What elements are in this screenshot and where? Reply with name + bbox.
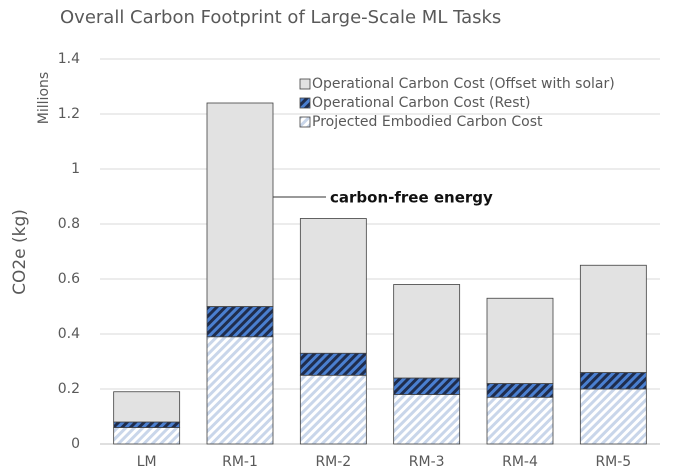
x-tick-label: RM-1 — [222, 454, 258, 470]
bar-segment — [579, 388, 647, 445]
legend-swatch — [299, 97, 311, 109]
legend-swatch — [299, 116, 311, 128]
y-tick-label: 1 — [71, 161, 80, 177]
x-tick-label: RM-5 — [595, 454, 631, 470]
y-tick-label: 1.2 — [58, 106, 80, 122]
bar-segment — [393, 377, 461, 395]
bar-segment — [299, 352, 367, 376]
x-tick-label: RM-3 — [409, 454, 445, 470]
y-tick-label: 0.8 — [58, 216, 80, 232]
legend-label: Projected Embodied Carbon Cost — [312, 114, 543, 130]
bar-segment — [579, 264, 647, 373]
bar-segment — [299, 374, 367, 445]
bar-segment — [113, 421, 181, 428]
bar-segment — [113, 427, 181, 445]
y-tick-label: 1.4 — [58, 51, 80, 67]
x-tick-label: LM — [137, 454, 157, 470]
bar-segment — [486, 297, 554, 384]
y-tick-label: 0.4 — [58, 326, 80, 342]
legend-swatch — [299, 78, 311, 90]
bar-segment — [113, 391, 181, 423]
y-unit: Millions — [36, 72, 52, 124]
bar-segment — [299, 218, 367, 354]
legend-label: Operational Carbon Cost (Offset with sol… — [312, 76, 615, 92]
y-tick-label: 0.6 — [58, 271, 80, 287]
y-tick-label: 0 — [71, 436, 80, 452]
bar-segment — [393, 284, 461, 379]
x-tick-label: RM-4 — [502, 454, 538, 470]
x-tick-label: RM-2 — [315, 454, 351, 470]
bar-segment — [579, 372, 647, 390]
bar-segment — [486, 396, 554, 445]
y-tick-label: 0.2 — [58, 381, 80, 397]
annotation: carbon-free energy — [330, 189, 493, 207]
chart-title: Overall Carbon Footprint of Large-Scale … — [60, 7, 501, 28]
legend-label: Operational Carbon Cost (Rest) — [312, 95, 530, 111]
bar-segment — [206, 306, 274, 338]
bar-segment — [486, 383, 554, 398]
bar-segment — [206, 102, 274, 307]
bar-segment — [206, 336, 274, 445]
bar-segment — [393, 394, 461, 445]
y-axis-label: CO2e (kg) — [10, 209, 30, 295]
